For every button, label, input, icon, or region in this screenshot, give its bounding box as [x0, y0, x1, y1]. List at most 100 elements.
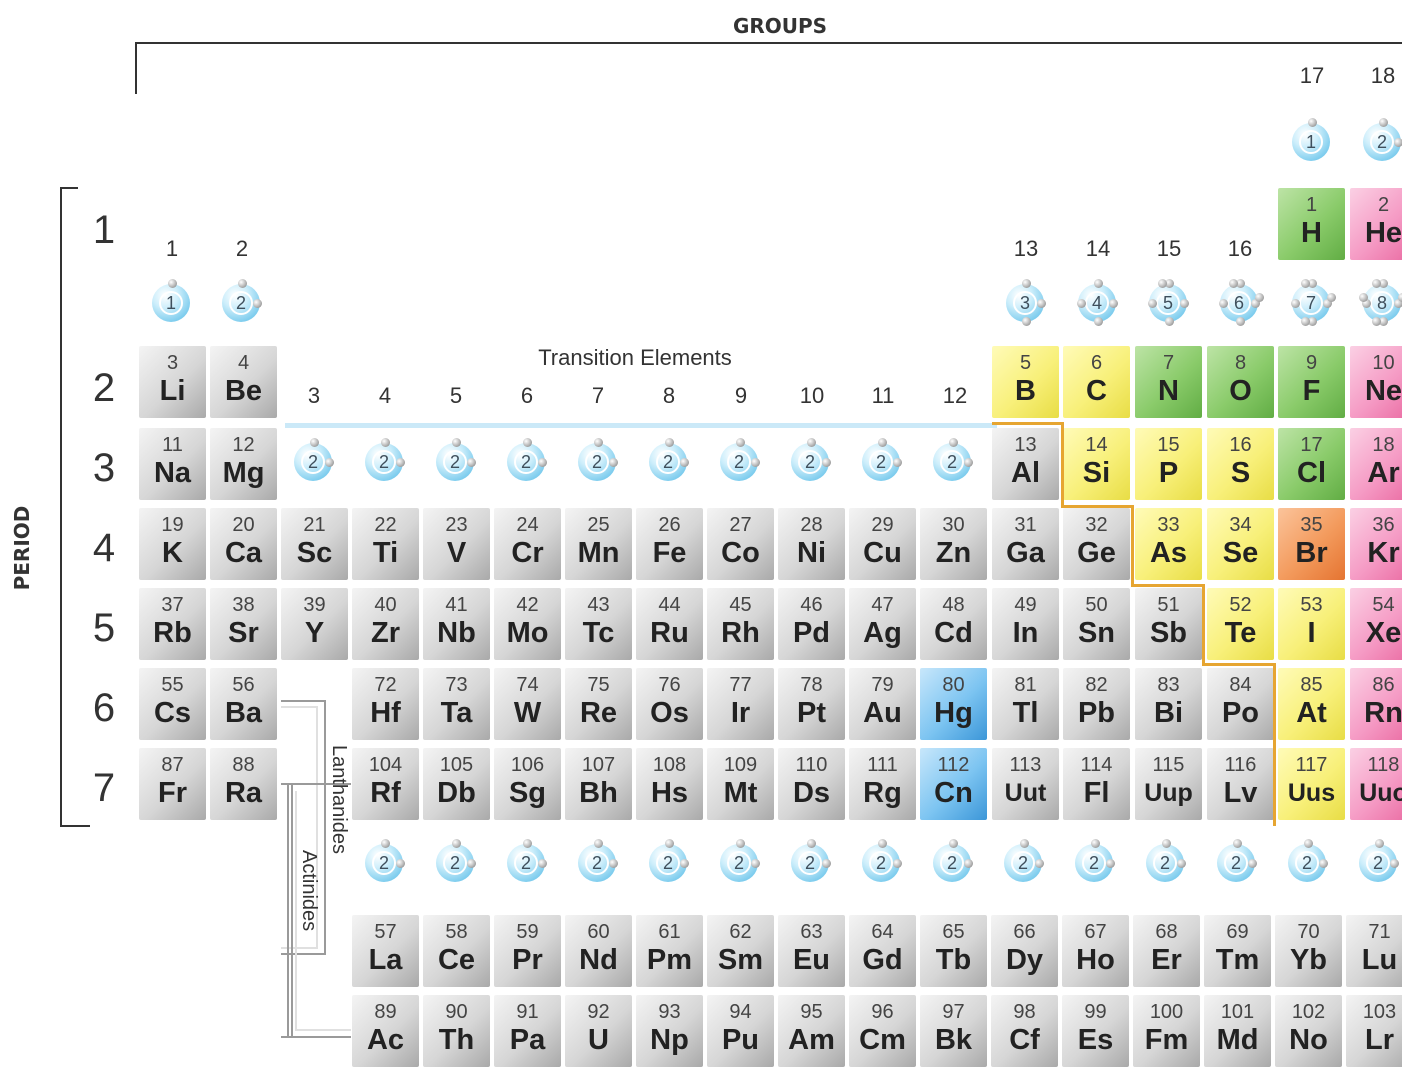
element-cell-w[interactable]: 74 W	[494, 668, 561, 740]
element-cell-si[interactable]: 14 Si	[1063, 428, 1130, 500]
element-cell-eu[interactable]: 63 Eu	[778, 915, 845, 987]
element-cell-be[interactable]: 4 Be	[210, 346, 277, 418]
element-cell-pt[interactable]: 78 Pt	[778, 668, 845, 740]
element-cell-lv[interactable]: 116 Lv	[1207, 748, 1274, 820]
element-cell-cf[interactable]: 98 Cf	[991, 995, 1058, 1067]
element-cell-uut[interactable]: 113 Uut	[992, 748, 1059, 820]
element-cell-lu[interactable]: 71 Lu	[1346, 915, 1402, 987]
element-cell-rf[interactable]: 104 Rf	[352, 748, 419, 820]
element-cell-p[interactable]: 15 P	[1135, 428, 1202, 500]
element-cell-ds[interactable]: 110 Ds	[778, 748, 845, 820]
element-cell-se[interactable]: 34 Se	[1207, 508, 1274, 580]
element-cell-sr[interactable]: 38 Sr	[210, 588, 277, 660]
element-cell-no[interactable]: 102 No	[1275, 995, 1342, 1067]
element-cell-ar[interactable]: 18 Ar	[1350, 428, 1402, 500]
element-cell-cu[interactable]: 29 Cu	[849, 508, 916, 580]
element-cell-s[interactable]: 16 S	[1207, 428, 1274, 500]
element-cell-rh[interactable]: 45 Rh	[707, 588, 774, 660]
element-cell-mn[interactable]: 25 Mn	[565, 508, 632, 580]
element-cell-ta[interactable]: 73 Ta	[423, 668, 490, 740]
element-cell-ra[interactable]: 88 Ra	[210, 748, 277, 820]
element-cell-mo[interactable]: 42 Mo	[494, 588, 561, 660]
element-cell-rg[interactable]: 111 Rg	[849, 748, 916, 820]
element-cell-i[interactable]: 53 I	[1278, 588, 1345, 660]
element-cell-cm[interactable]: 96 Cm	[849, 995, 916, 1067]
element-cell-uus[interactable]: 117 Uus	[1278, 748, 1345, 820]
element-cell-pa[interactable]: 91 Pa	[494, 995, 561, 1067]
element-cell-ca[interactable]: 20 Ca	[210, 508, 277, 580]
element-cell-ac[interactable]: 89 Ac	[352, 995, 419, 1067]
element-cell-dy[interactable]: 66 Dy	[991, 915, 1058, 987]
element-cell-fe[interactable]: 26 Fe	[636, 508, 703, 580]
element-cell-ga[interactable]: 31 Ga	[992, 508, 1059, 580]
element-cell-cs[interactable]: 55 Cs	[139, 668, 206, 740]
element-cell-hf[interactable]: 72 Hf	[352, 668, 419, 740]
element-cell-he[interactable]: 2 He	[1350, 188, 1402, 260]
element-cell-sb[interactable]: 51 Sb	[1135, 588, 1202, 660]
element-cell-bh[interactable]: 107 Bh	[565, 748, 632, 820]
element-cell-np[interactable]: 93 Np	[636, 995, 703, 1067]
element-cell-xe[interactable]: 54 Xe	[1350, 588, 1402, 660]
element-cell-fl[interactable]: 114 Fl	[1063, 748, 1130, 820]
element-cell-ir[interactable]: 77 Ir	[707, 668, 774, 740]
element-cell-mt[interactable]: 109 Mt	[707, 748, 774, 820]
element-cell-la[interactable]: 57 La	[352, 915, 419, 987]
element-cell-pr[interactable]: 59 Pr	[494, 915, 561, 987]
element-cell-cd[interactable]: 48 Cd	[920, 588, 987, 660]
element-cell-po[interactable]: 84 Po	[1207, 668, 1274, 740]
element-cell-zn[interactable]: 30 Zn	[920, 508, 987, 580]
element-cell-as[interactable]: 33 As	[1135, 508, 1202, 580]
element-cell-pm[interactable]: 61 Pm	[636, 915, 703, 987]
element-cell-ge[interactable]: 32 Ge	[1063, 508, 1130, 580]
element-cell-uuo[interactable]: 118 Uuo	[1350, 748, 1402, 820]
element-cell-co[interactable]: 27 Co	[707, 508, 774, 580]
element-cell-zr[interactable]: 40 Zr	[352, 588, 419, 660]
element-cell-es[interactable]: 99 Es	[1062, 995, 1129, 1067]
element-cell-k[interactable]: 19 K	[139, 508, 206, 580]
element-cell-br[interactable]: 35 Br	[1278, 508, 1345, 580]
element-cell-pb[interactable]: 82 Pb	[1063, 668, 1130, 740]
element-cell-y[interactable]: 39 Y	[281, 588, 348, 660]
element-cell-am[interactable]: 95 Am	[778, 995, 845, 1067]
element-cell-sg[interactable]: 106 Sg	[494, 748, 561, 820]
element-cell-th[interactable]: 90 Th	[423, 995, 490, 1067]
element-cell-pd[interactable]: 46 Pd	[778, 588, 845, 660]
element-cell-ni[interactable]: 28 Ni	[778, 508, 845, 580]
element-cell-re[interactable]: 75 Re	[565, 668, 632, 740]
element-cell-yb[interactable]: 70 Yb	[1275, 915, 1342, 987]
element-cell-te[interactable]: 52 Te	[1207, 588, 1274, 660]
element-cell-kr[interactable]: 36 Kr	[1350, 508, 1402, 580]
element-cell-md[interactable]: 101 Md	[1204, 995, 1271, 1067]
element-cell-na[interactable]: 11 Na	[139, 428, 206, 500]
element-cell-nb[interactable]: 41 Nb	[423, 588, 490, 660]
element-cell-lr[interactable]: 103 Lr	[1346, 995, 1402, 1067]
element-cell-ba[interactable]: 56 Ba	[210, 668, 277, 740]
element-cell-tl[interactable]: 81 Tl	[992, 668, 1059, 740]
element-cell-ag[interactable]: 47 Ag	[849, 588, 916, 660]
element-cell-li[interactable]: 3 Li	[139, 346, 206, 418]
element-cell-cn[interactable]: 112 Cn	[920, 748, 987, 820]
element-cell-fm[interactable]: 100 Fm	[1133, 995, 1200, 1067]
element-cell-at[interactable]: 85 At	[1278, 668, 1345, 740]
element-cell-ti[interactable]: 22 Ti	[352, 508, 419, 580]
element-cell-al[interactable]: 13 Al	[992, 428, 1059, 500]
element-cell-cl[interactable]: 17 Cl	[1278, 428, 1345, 500]
element-cell-rn[interactable]: 86 Rn	[1350, 668, 1402, 740]
element-cell-bk[interactable]: 97 Bk	[920, 995, 987, 1067]
element-cell-sc[interactable]: 21 Sc	[281, 508, 348, 580]
element-cell-ne[interactable]: 10 Ne	[1350, 346, 1402, 418]
element-cell-hs[interactable]: 108 Hs	[636, 748, 703, 820]
element-cell-tm[interactable]: 69 Tm	[1204, 915, 1271, 987]
element-cell-ru[interactable]: 44 Ru	[636, 588, 703, 660]
element-cell-cr[interactable]: 24 Cr	[494, 508, 561, 580]
element-cell-v[interactable]: 23 V	[423, 508, 490, 580]
element-cell-tb[interactable]: 65 Tb	[920, 915, 987, 987]
element-cell-sn[interactable]: 50 Sn	[1063, 588, 1130, 660]
element-cell-hg[interactable]: 80 Hg	[920, 668, 987, 740]
element-cell-au[interactable]: 79 Au	[849, 668, 916, 740]
